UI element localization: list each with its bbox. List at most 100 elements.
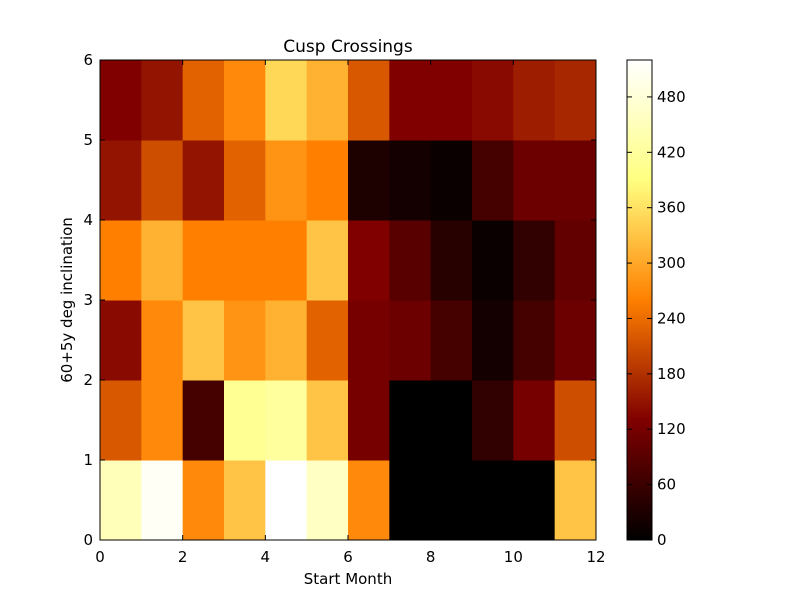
heatmap-cell (224, 60, 266, 141)
heatmap-cell (348, 140, 390, 221)
heatmap-cell (306, 380, 349, 461)
heatmap-cell (348, 60, 390, 141)
heatmap-cell (513, 220, 556, 301)
heatmap-cell (472, 300, 514, 381)
heatmap-cell (513, 140, 556, 221)
x-tick-label: 8 (426, 548, 436, 566)
heatmap-cell (554, 460, 597, 541)
y-tick-label: 5 (83, 131, 93, 149)
colorbar-tick-label: 240 (657, 309, 686, 327)
heatmap-cell (141, 220, 184, 301)
heatmap-cell (182, 220, 225, 301)
x-tick-label: 6 (343, 548, 353, 566)
heatmap-cell (182, 300, 225, 381)
heatmap-cell (224, 460, 266, 541)
heatmap-cell (265, 380, 308, 461)
heatmap-cell (554, 220, 597, 301)
x-axis-label: Start Month (304, 570, 392, 588)
x-tick-label: 4 (261, 548, 271, 566)
y-tick-label: 2 (83, 371, 93, 389)
heatmap-cell (182, 380, 225, 461)
colorbar (626, 59, 653, 541)
heatmap-cell (430, 380, 473, 461)
colorbar-tick-label: 120 (657, 420, 686, 438)
y-tick-label: 3 (83, 291, 93, 309)
heatmap-cell (389, 300, 432, 381)
heatmap-cell (265, 300, 308, 381)
y-tick-label: 1 (83, 451, 93, 469)
heatmap-cell (224, 220, 266, 301)
heatmap-cell (472, 220, 514, 301)
heatmap-cell (430, 460, 473, 541)
heatmap-cell (472, 380, 514, 461)
heatmap-cell (100, 300, 142, 381)
x-axis: 0 2 4 6 8 10 12 (95, 60, 606, 566)
heatmap-cell (100, 380, 142, 461)
heatmap-cell (306, 60, 349, 141)
x-tick-label: 2 (178, 548, 188, 566)
heatmap-cell (348, 300, 390, 381)
heatmap-cell (430, 140, 473, 221)
colorbar-tick-label: 180 (657, 365, 686, 383)
heatmap-cell (389, 460, 432, 541)
heatmap-cell (348, 460, 390, 541)
heatmap-cell (430, 60, 473, 141)
colorbar-tick-label: 0 (657, 531, 667, 549)
x-tick-label: 12 (586, 548, 605, 566)
heatmap-cell (513, 60, 556, 141)
heatmap-cell (389, 380, 432, 461)
heatmap-cell (472, 460, 514, 541)
y-tick-label: 0 (83, 531, 93, 549)
heatmap-cell (100, 60, 142, 141)
heatmap-cell (100, 140, 142, 221)
chart-title: Cusp Crossings (283, 37, 413, 57)
heatmap-cells (100, 60, 597, 541)
heatmap-cell (141, 140, 184, 221)
heatmap-cell (513, 380, 556, 461)
y-tick-label: 4 (83, 211, 93, 229)
heatmap-cell (265, 60, 308, 141)
heatmap-cell (348, 380, 390, 461)
heatmap-cell (389, 60, 432, 141)
heatmap-cell (554, 380, 597, 461)
heatmap-cell (348, 220, 390, 301)
heatmap-cell (182, 460, 225, 541)
colorbar-ticks: 0 60 120 180 240 300 360 420 480 (627, 88, 686, 549)
heatmap-cell (554, 140, 597, 221)
heatmap-cell (224, 380, 266, 461)
heatmap-cell (265, 460, 308, 541)
heatmap-cell (554, 300, 597, 381)
heatmap-cell (306, 300, 349, 381)
heatmap-cell (141, 300, 184, 381)
heatmap-cell (100, 460, 142, 541)
colorbar-tick-label: 360 (657, 199, 686, 217)
heatmap-cell (430, 300, 473, 381)
heatmap-cell (265, 220, 308, 301)
heatmap-cell (265, 140, 308, 221)
heatmap-cell (472, 140, 514, 221)
heatmap-cell (141, 460, 184, 541)
heatmap-cell (182, 60, 225, 141)
heatmap-cell (389, 140, 432, 221)
y-tick-label: 6 (83, 51, 93, 69)
heatmap-cell (224, 300, 266, 381)
y-axis: 0 1 2 3 4 5 6 (83, 51, 596, 549)
heatmap-cell (472, 60, 514, 141)
colorbar-tick-label: 420 (657, 143, 686, 161)
heatmap-cell (224, 140, 266, 221)
heatmap-cell (554, 60, 597, 141)
heatmap-cell (100, 220, 142, 301)
heatmap-cell (306, 460, 349, 541)
colorbar-tick-label: 60 (657, 476, 676, 494)
heatmap-cell (513, 300, 556, 381)
heatmap-cell (141, 60, 184, 141)
heatmap-cell (430, 220, 473, 301)
heatmap-cell (306, 140, 349, 221)
x-tick-label: 0 (95, 548, 105, 566)
heatmap-cell (306, 220, 349, 301)
y-axis-label: 60+5y deg inclination (58, 217, 76, 383)
heatmap-cell (141, 380, 184, 461)
x-tick-label: 10 (504, 548, 523, 566)
heatmap-cell (182, 140, 225, 221)
